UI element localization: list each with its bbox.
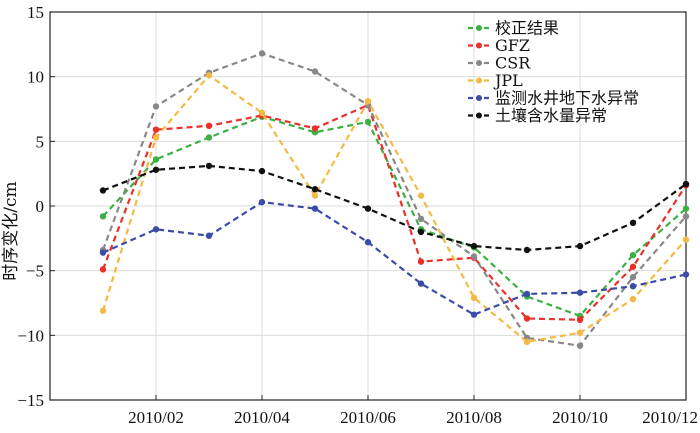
legend-label: GFZ — [495, 36, 530, 55]
series-line-4 — [101, 73, 687, 343]
data-point — [311, 125, 319, 132]
data-point — [417, 192, 425, 199]
data-point — [205, 232, 213, 239]
data-point — [99, 187, 107, 194]
data-point — [258, 50, 266, 57]
data-point — [470, 294, 478, 302]
data-point — [629, 273, 637, 281]
data-point — [576, 242, 584, 250]
data-point — [152, 126, 160, 133]
data-point — [311, 192, 319, 199]
y-axis-label: 时序变化/cm — [1, 181, 21, 280]
data-point — [629, 282, 637, 290]
data-point — [258, 198, 266, 206]
data-point — [523, 338, 531, 345]
legend-marker — [476, 60, 482, 66]
data-point — [311, 68, 319, 75]
y-tick-label: 0 — [36, 197, 45, 216]
legend-label: JPL — [493, 71, 523, 90]
data-point — [258, 167, 266, 175]
data-point — [258, 109, 266, 117]
y-tick-label: −10 — [17, 326, 44, 345]
data-point — [417, 215, 425, 223]
x-tick-label: 2010/12 — [642, 408, 698, 427]
x-axis: 2010/02 2010/04 2010/06 2010/08 2010/10 2010/… — [128, 395, 698, 427]
y-axis: 15 10 5 0 −5 −10 −15 — [17, 3, 55, 410]
data-point — [364, 118, 372, 126]
x-tick-label: 2010/02 — [128, 408, 184, 427]
data-point — [311, 185, 319, 193]
x-tick-label: 2010/10 — [552, 408, 608, 427]
data-point — [364, 239, 372, 246]
data-point — [417, 280, 425, 287]
data-point — [417, 228, 425, 236]
data-point — [364, 98, 372, 105]
data-point — [417, 258, 425, 265]
y-tick-label: −5 — [26, 262, 44, 281]
legend-marker — [476, 42, 482, 49]
data-point — [629, 251, 637, 259]
x-tick-label: 2010/06 — [340, 408, 396, 427]
data-point — [576, 342, 584, 349]
data-point — [629, 295, 637, 303]
data-point — [99, 213, 107, 220]
data-point — [99, 307, 107, 314]
data-point — [205, 122, 213, 130]
data-point — [99, 266, 107, 273]
data-point — [205, 134, 213, 141]
legend-label: 监测水井地下水异常 — [495, 89, 639, 108]
data-point — [682, 180, 690, 188]
data-point — [629, 263, 637, 270]
data-point — [205, 72, 213, 79]
data-point — [682, 236, 690, 243]
legend-marker — [476, 77, 482, 84]
legend-label: 土壤含水量异常 — [495, 106, 607, 125]
legend-marker — [476, 112, 482, 119]
data-point — [152, 226, 160, 233]
data-point — [576, 316, 584, 324]
data-point — [470, 311, 478, 318]
series-group — [99, 50, 690, 349]
data-point — [205, 162, 213, 170]
data-point — [311, 205, 319, 212]
data-point — [576, 289, 584, 296]
data-point — [152, 103, 160, 110]
data-point — [470, 242, 478, 250]
data-point — [152, 134, 160, 141]
series-line-1 — [102, 115, 687, 318]
y-tick-label: 5 — [36, 132, 45, 151]
data-point — [364, 205, 372, 212]
data-point — [629, 219, 637, 227]
data-point — [99, 249, 107, 256]
data-point — [682, 205, 690, 212]
y-tick-label: 10 — [27, 68, 44, 87]
data-point — [470, 253, 478, 260]
data-point — [576, 329, 584, 336]
legend-label: 校正结果 — [495, 19, 559, 38]
data-point — [682, 213, 690, 220]
legend-label: CSR — [495, 54, 531, 73]
series-line-3 — [101, 52, 687, 347]
series-line-5 — [102, 200, 687, 316]
data-point — [523, 290, 531, 298]
x-tick-label: 2010/04 — [234, 408, 290, 427]
series-line-6 — [102, 164, 687, 252]
y-tick-label: −15 — [17, 391, 44, 410]
legend-marker — [476, 95, 482, 101]
legend-marker — [476, 25, 482, 31]
x-tick-label: 2010/08 — [446, 408, 502, 427]
y-tick-label: 15 — [27, 3, 44, 22]
data-point — [523, 315, 531, 322]
series-line-2 — [101, 103, 687, 321]
data-point — [152, 166, 160, 173]
data-point — [152, 156, 160, 163]
data-point — [523, 246, 531, 254]
data-point — [682, 271, 690, 278]
